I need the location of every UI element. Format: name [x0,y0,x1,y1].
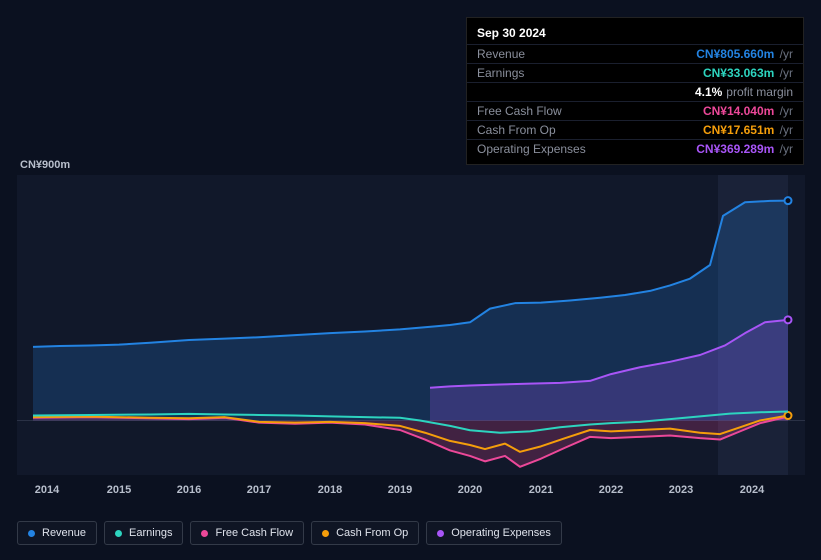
legend-dot-icon [201,530,208,537]
chart-tooltip: Sep 30 2024 Revenue CN¥805.660m /yr Earnin… [466,17,804,165]
tooltip-label: Earnings [477,66,524,80]
financials-area-chart [17,175,805,475]
tooltip-row: Free Cash Flow CN¥14.040m /yr [467,101,803,120]
tooltip-row: Earnings CN¥33.063m /yr [467,63,803,82]
tooltip-value: CN¥33.063m /yr [703,66,793,80]
x-axis-label: 2023 [669,484,693,496]
legend-label: Revenue [42,527,86,539]
tooltip-value: CN¥14.040m /yr [703,104,793,118]
tooltip-row: Revenue CN¥805.660m /yr [467,44,803,63]
x-axis-label: 2017 [247,484,271,496]
legend-item[interactable]: Operating Expenses [426,521,562,545]
legend-dot-icon [322,530,329,537]
legend-label: Operating Expenses [451,527,551,539]
chart-legend: Revenue Earnings Free Cash Flow Cash From O… [17,521,562,545]
x-axis-label: 2024 [740,484,764,496]
legend-dot-icon [28,530,35,537]
legend-dot-icon [115,530,122,537]
x-axis-label: 2016 [177,484,201,496]
tooltip-row: Cash From Op CN¥17.651m /yr [467,120,803,139]
tooltip-label: Cash From Op [477,123,556,137]
x-axis-label: 2014 [35,484,59,496]
tooltip-date: Sep 30 2024 [467,24,803,44]
x-axis-label: 2019 [388,484,412,496]
x-axis-label: 2018 [318,484,342,496]
legend-label: Cash From Op [336,527,408,539]
x-axis-label: 2020 [458,484,482,496]
legend-item[interactable]: Revenue [17,521,97,545]
tooltip-row: 4.1%profit margin [467,82,803,101]
legend-dot-icon [437,530,444,537]
tooltip-label: Revenue [477,47,525,61]
tooltip-value: CN¥805.660m /yr [696,47,793,61]
y-axis-label: CN¥900m [20,159,70,171]
tooltip-value: CN¥369.289m /yr [696,142,793,156]
tooltip-row: Operating Expenses CN¥369.289m /yr [467,139,803,158]
legend-item[interactable]: Earnings [104,521,183,545]
legend-label: Earnings [129,527,172,539]
tooltip-label: Free Cash Flow [477,104,562,118]
tooltip-label: Operating Expenses [477,142,586,156]
x-axis-label: 2015 [107,484,131,496]
x-axis-label: 2021 [529,484,553,496]
legend-label: Free Cash Flow [215,527,293,539]
x-axis-label: 2022 [599,484,623,496]
tooltip-value: CN¥17.651m /yr [703,123,793,137]
tooltip-value: 4.1%profit margin [695,85,793,99]
legend-item[interactable]: Cash From Op [311,521,419,545]
legend-item[interactable]: Free Cash Flow [190,521,304,545]
